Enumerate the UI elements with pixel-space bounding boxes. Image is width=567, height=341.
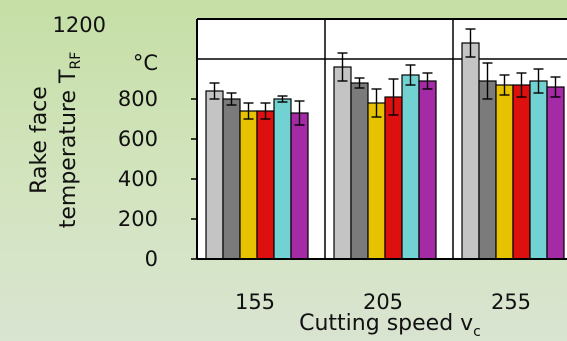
y-tick-label: 200 — [118, 207, 158, 231]
x-axis-title-main: Cutting speed v — [299, 311, 473, 336]
bar — [461, 42, 480, 260]
x-axis-title: Cutting speed vc — [299, 311, 481, 340]
y-tick-label: 0 — [145, 247, 158, 271]
bar — [367, 102, 386, 260]
bar — [239, 110, 258, 260]
bar — [384, 96, 403, 260]
bar — [529, 80, 548, 260]
bar — [333, 66, 352, 260]
bar — [273, 98, 292, 260]
plot-area — [196, 18, 567, 260]
y-axis-title-line1: Rake face — [27, 86, 52, 194]
x-tick-label: 205 — [363, 290, 403, 314]
bar — [418, 80, 437, 260]
y-axis-title-line2: temperature TRF — [56, 52, 84, 229]
y-axis-title-subscript: RF — [68, 52, 84, 70]
bar — [401, 74, 420, 260]
bar — [290, 112, 309, 260]
bar — [222, 98, 241, 260]
y-tick-label-top: 1200 — [53, 13, 106, 37]
bar — [512, 84, 531, 260]
bar — [205, 90, 224, 260]
x-tick-labels: 155 205 255 — [235, 290, 531, 314]
y-tick-label: 800 — [118, 87, 158, 111]
bar — [350, 82, 369, 260]
bar — [546, 86, 565, 260]
x-tick-label: 155 — [235, 290, 275, 314]
y-tick-label: 600 — [118, 127, 158, 151]
x-tick-label: 255 — [491, 290, 531, 314]
x-axis-title-subscript: c — [473, 324, 481, 340]
y-tick-label: 400 — [118, 167, 158, 191]
y-tick-labels: 0 200 400 600 800 — [118, 87, 197, 271]
y-unit-label: °C — [133, 51, 158, 75]
bar — [256, 110, 275, 260]
bar — [478, 80, 497, 260]
bar — [495, 84, 514, 260]
y-axis-title-main: temperature T — [56, 69, 81, 228]
